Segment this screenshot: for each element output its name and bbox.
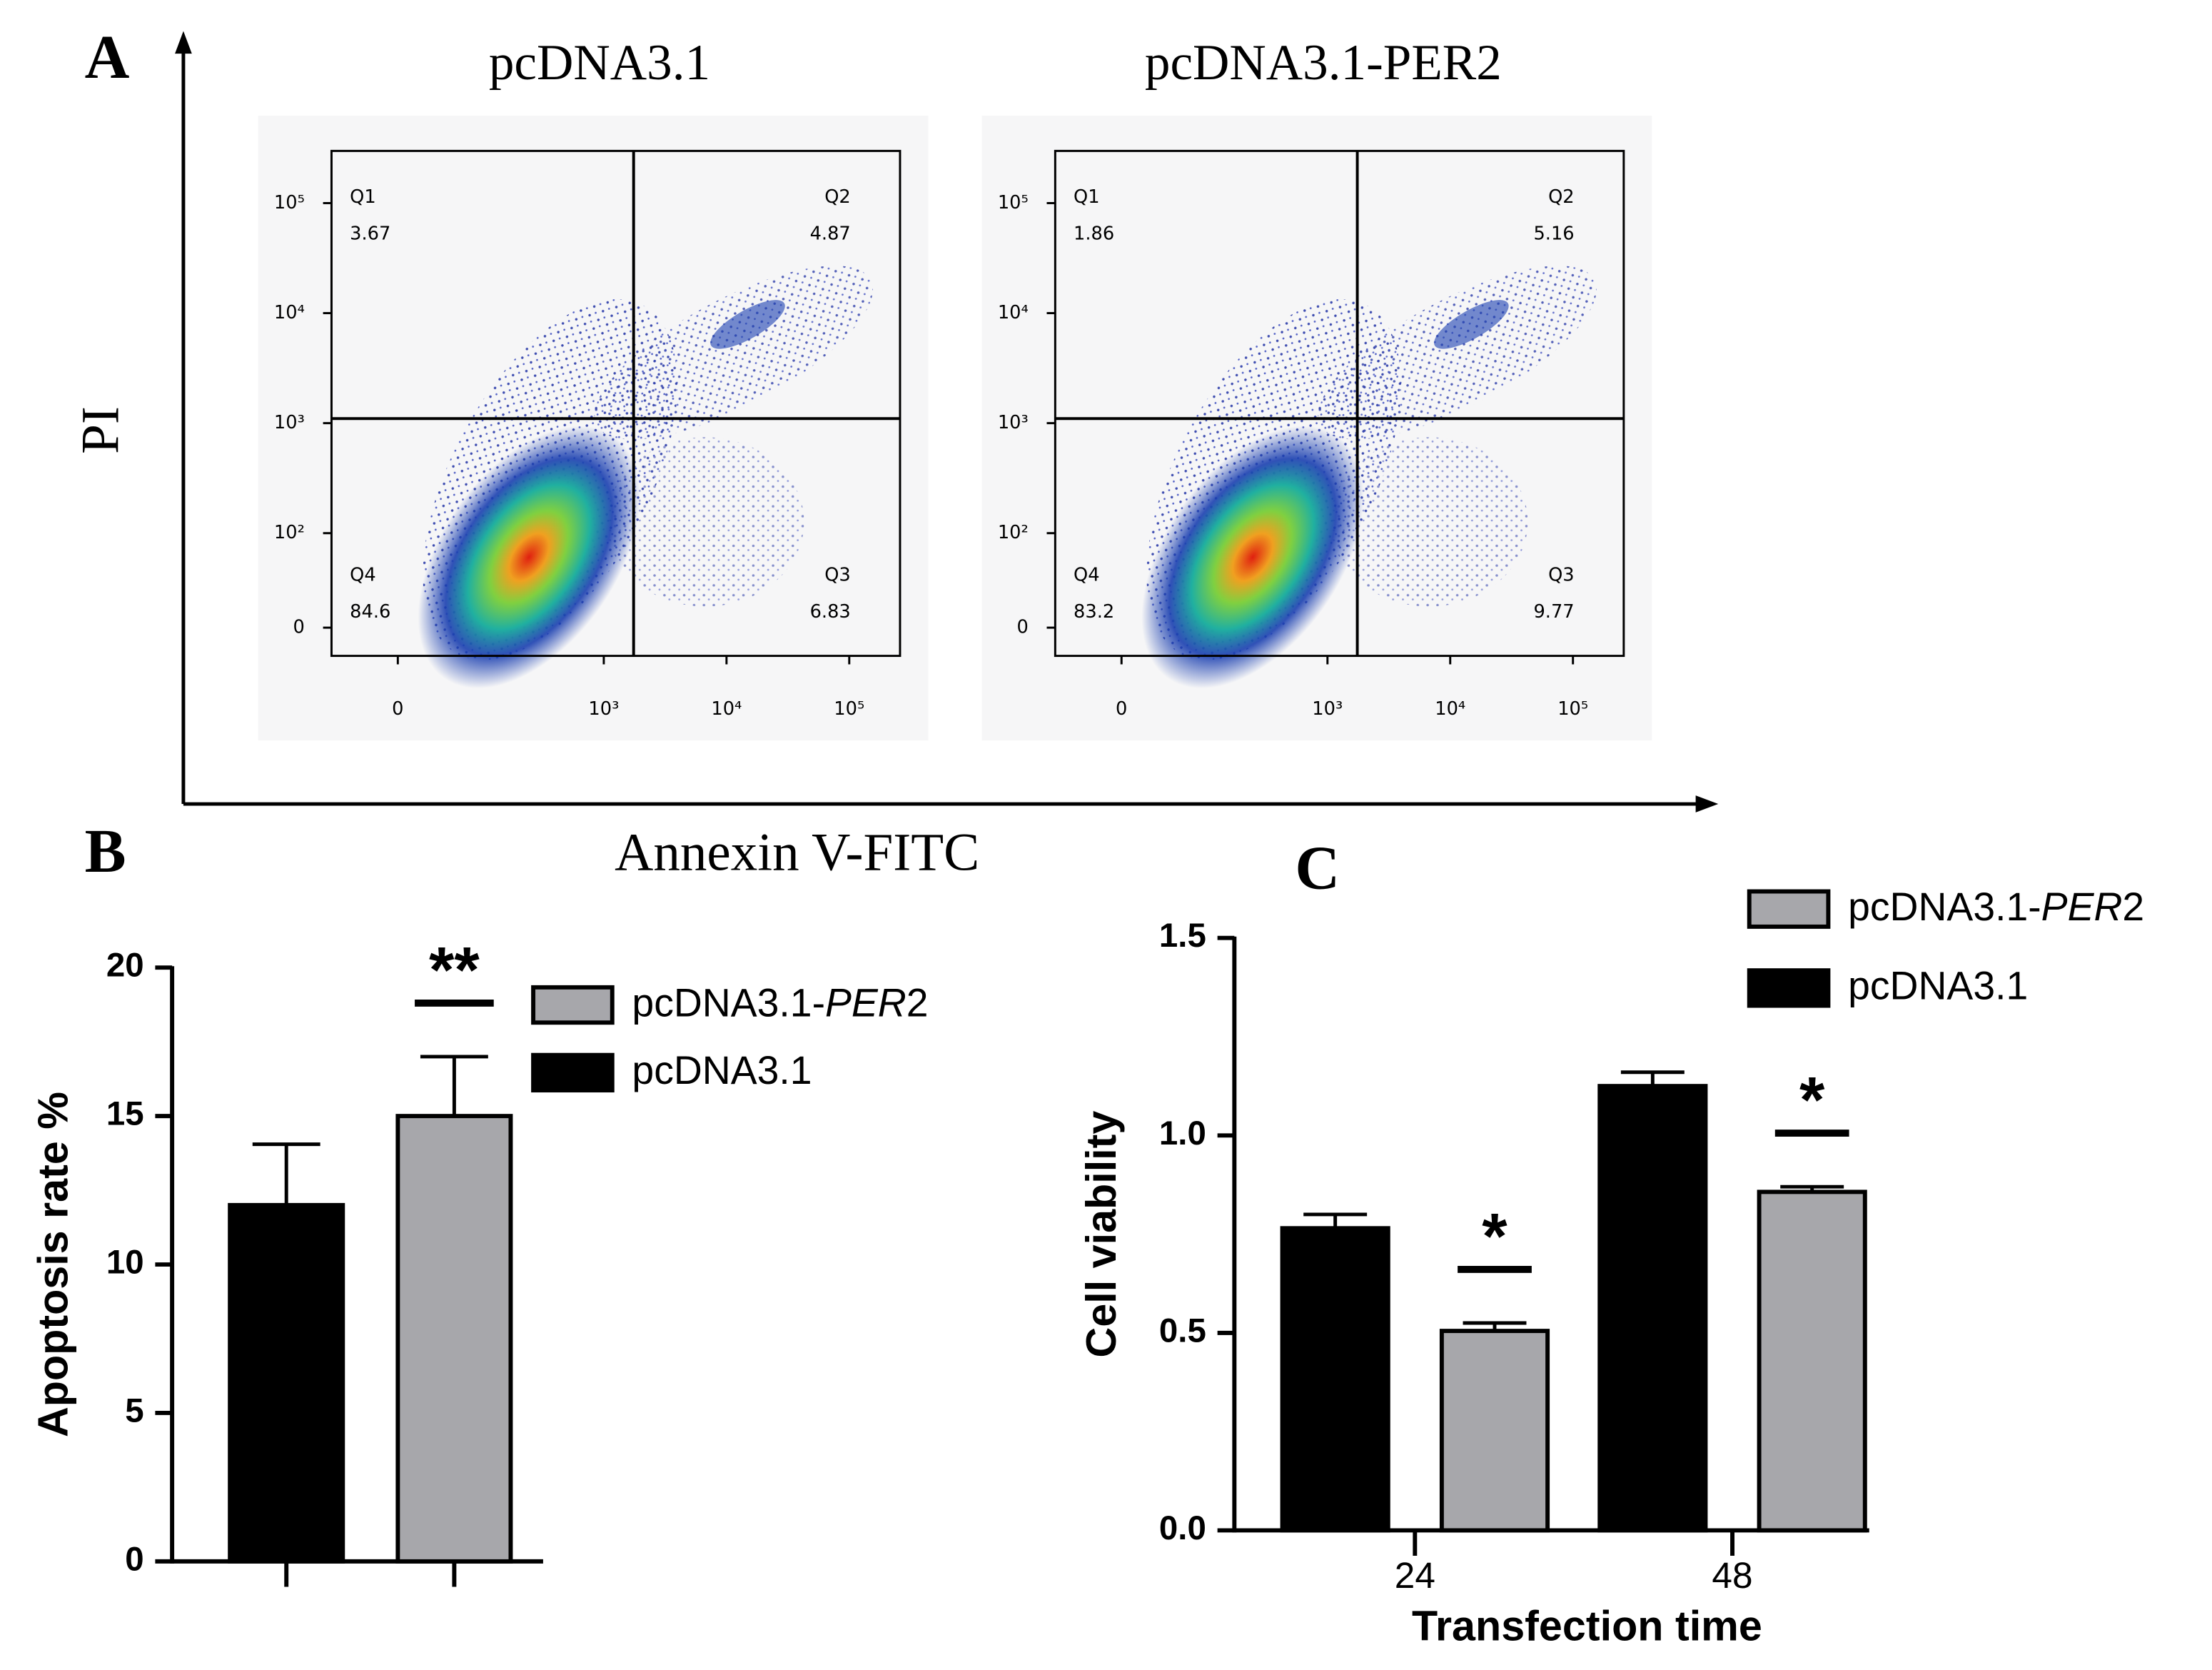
panel-label: A: [85, 23, 130, 91]
x-axis-label: Annexin V-FITC: [615, 823, 979, 882]
legend-label: pcDNA3.1: [1848, 963, 2028, 1007]
x-tick-label: 10⁴: [711, 698, 742, 720]
bar: [228, 1202, 345, 1564]
significance-mark: *: [1482, 1200, 1508, 1272]
y-tick-label: 10⁴: [998, 302, 1029, 323]
quadrant-value: 1.86: [1074, 223, 1114, 244]
y-tick-label: 0.0: [1159, 1509, 1206, 1547]
quadrant-value: 6.83: [810, 601, 851, 623]
y-tick-label: 10⁴: [274, 302, 305, 323]
y-tick-label: 10: [106, 1244, 144, 1282]
y-tick-label: 10²: [274, 522, 305, 543]
y-axis-label: PI: [71, 406, 130, 454]
x-tick-label: 48: [1712, 1554, 1752, 1596]
y-axis-label: Apoptosis rate %: [29, 1092, 77, 1437]
quadrant-name: Q2: [1548, 186, 1575, 208]
quadrant-value: 84.6: [350, 601, 390, 623]
x-tick-label: 10⁵: [1557, 698, 1588, 720]
y-tick-label: 1.0: [1159, 1115, 1206, 1152]
bar: [1280, 1226, 1390, 1533]
quadrant-name: Q3: [824, 565, 851, 586]
significance-mark: **: [429, 934, 480, 1006]
legend-swatch: [531, 985, 615, 1025]
quadrant-name: Q2: [824, 186, 851, 208]
bar: [1597, 1084, 1708, 1533]
y-tick-label: 0: [125, 1540, 143, 1578]
plot-title: pcDNA3.1-PER2: [1145, 35, 1502, 91]
panel-label: C: [1295, 834, 1340, 902]
panel-a-axes: [175, 31, 1719, 813]
plot-title: pcDNA3.1: [489, 35, 710, 91]
y-tick-label: 10²: [998, 522, 1029, 543]
y-tick-label: 15: [106, 1095, 144, 1133]
y-axis-label: Cell viability: [1077, 1111, 1125, 1358]
panel-label: B: [85, 817, 126, 885]
significance-mark: *: [1799, 1065, 1825, 1137]
y-tick-label: 1.5: [1159, 917, 1206, 955]
bar: [1757, 1189, 1867, 1533]
y-tick-label: 5: [125, 1392, 143, 1430]
y-tick-label: 10³: [274, 412, 305, 433]
x-tick-label: 10³: [1312, 698, 1343, 720]
x-tick-label: 10³: [588, 698, 619, 720]
plot-frame: [1054, 149, 1625, 658]
legend-label: pcDNA3.1: [632, 1048, 812, 1092]
quadrant-name: Q4: [350, 565, 376, 586]
bar: [395, 1114, 513, 1564]
quadrant-name: Q3: [1548, 565, 1575, 586]
plot-frame: [330, 149, 902, 658]
x-tick-label: 24: [1395, 1554, 1435, 1596]
x-tick-label: 10⁴: [1435, 698, 1465, 720]
quadrant-name: Q1: [1074, 186, 1100, 208]
quadrant-value: 3.67: [350, 223, 390, 244]
legend-swatch: [1747, 889, 1831, 929]
y-tick-label: 20: [106, 947, 144, 985]
quadrant-value: 4.87: [810, 223, 851, 244]
x-tick-label: 0: [1116, 698, 1127, 720]
x-tick-label: 0: [392, 698, 403, 720]
legend-label: pcDNA3.1-PER2: [632, 980, 928, 1025]
y-tick-label: 10⁵: [274, 192, 305, 213]
quadrant-value: 9.77: [1533, 601, 1574, 623]
y-tick-label: 0: [1016, 617, 1028, 638]
legend-swatch: [1747, 968, 1831, 1008]
bar: [1439, 1329, 1550, 1533]
y-tick-label: 10³: [998, 412, 1029, 433]
x-tick-label: 10⁵: [834, 698, 864, 720]
flow-background: [258, 115, 1652, 741]
quadrant-name: Q4: [1074, 565, 1100, 586]
quadrant-value: 5.16: [1533, 223, 1574, 244]
y-tick-label: 0.5: [1159, 1312, 1206, 1349]
quadrant-name: Q1: [350, 186, 376, 208]
y-tick-label: 10⁵: [998, 192, 1029, 213]
quadrant-value: 83.2: [1074, 601, 1114, 623]
legend-swatch: [531, 1052, 615, 1093]
x-axis-label: Transfection time: [1412, 1601, 1762, 1649]
legend-label: pcDNA3.1-PER2: [1848, 885, 2144, 929]
y-tick-label: 0: [293, 617, 305, 638]
